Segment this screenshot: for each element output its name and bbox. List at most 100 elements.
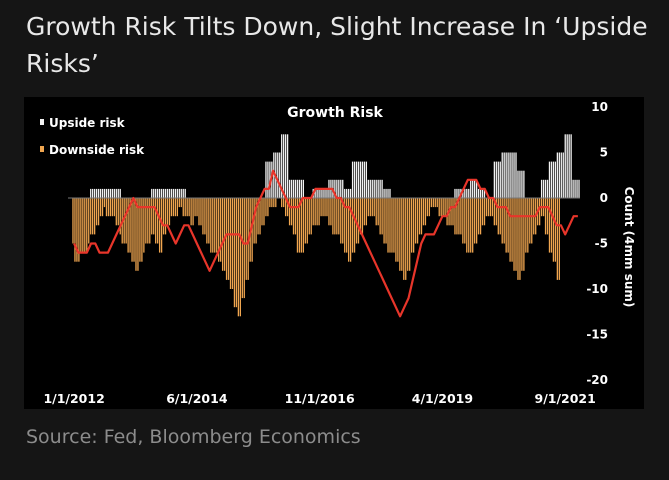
- downside-bar: [424, 198, 427, 226]
- downside-bar: [416, 198, 419, 244]
- upside-bar: [558, 152, 560, 198]
- downside-bar: [172, 198, 175, 217]
- upside-bar: [92, 188, 94, 198]
- source-note: Source: Fed, Bloomberg Economics: [26, 426, 361, 448]
- upside-bar: [155, 188, 157, 198]
- downside-bar: [381, 198, 383, 235]
- downside-bar: [147, 198, 149, 244]
- downside-bar: [127, 198, 129, 253]
- downside-bar: [440, 198, 442, 217]
- downside-bar: [462, 198, 464, 244]
- upside-bar: [375, 179, 377, 198]
- upside-bar: [349, 188, 352, 198]
- downside-bar: [221, 198, 224, 271]
- upside-bar: [158, 188, 161, 198]
- upside-bar: [509, 152, 511, 198]
- y-tick-label: 0: [600, 191, 608, 205]
- downside-bar: [269, 198, 271, 208]
- downside-bar: [342, 198, 344, 244]
- downside-bar: [216, 198, 218, 253]
- upside-bar: [499, 161, 501, 198]
- upside-bar: [95, 188, 98, 198]
- upside-bar: [109, 188, 112, 198]
- downside-bar: [351, 198, 354, 253]
- upside-bar: [318, 188, 320, 198]
- downside-bar: [489, 198, 492, 217]
- downside-bar: [74, 198, 76, 262]
- downside-bar: [519, 198, 521, 280]
- upside-bar: [379, 179, 381, 198]
- downside-bar: [444, 198, 446, 217]
- downside-bar: [552, 198, 555, 262]
- upside-bar: [554, 161, 557, 198]
- upside-bar: [371, 179, 373, 198]
- downside-bar: [411, 198, 413, 253]
- downside-bar: [546, 198, 549, 235]
- downside-bar: [442, 198, 444, 217]
- upside-bar: [273, 152, 275, 198]
- upside-bars: [90, 134, 580, 198]
- upside-bar: [568, 134, 570, 198]
- downside-bar: [495, 198, 497, 226]
- downside-bar: [363, 198, 366, 226]
- upside-bar: [497, 161, 499, 198]
- upside-bar: [174, 188, 177, 198]
- downside-bar: [452, 198, 454, 226]
- upside-bar: [548, 161, 551, 198]
- downside-bar: [261, 198, 263, 226]
- y-tick-label: -10: [586, 282, 608, 296]
- downside-bar: [192, 198, 194, 226]
- downside-bar: [123, 198, 125, 244]
- y-tick-label: -5: [595, 237, 608, 251]
- downside-bar: [322, 198, 324, 217]
- upside-bar: [320, 188, 322, 198]
- downside-bar: [403, 198, 405, 280]
- upside-bar: [283, 134, 285, 198]
- downside-bar: [487, 198, 490, 217]
- downside-bar: [225, 198, 228, 280]
- upside-bar: [521, 170, 523, 198]
- upside-bar: [458, 188, 460, 198]
- downside-bar: [97, 198, 100, 226]
- upside-bar: [576, 179, 578, 198]
- downside-bar: [450, 198, 452, 226]
- downside-bar: [430, 198, 432, 208]
- downside-bar: [340, 198, 342, 244]
- downside-bar: [505, 198, 507, 253]
- downside-bar: [239, 198, 241, 317]
- y-tick-label: -15: [586, 328, 608, 342]
- upside-bar: [556, 152, 559, 198]
- downside-bar: [332, 198, 334, 235]
- upside-bar: [90, 188, 92, 198]
- upside-bar: [475, 179, 478, 198]
- downside-bar: [477, 198, 480, 235]
- downside-bar: [326, 198, 328, 217]
- downside-bar: [538, 198, 541, 226]
- downside-bar: [227, 198, 230, 280]
- upside-bar: [578, 179, 580, 198]
- downside-bar: [241, 198, 243, 299]
- upside-bar: [107, 188, 110, 198]
- downside-bar: [330, 198, 332, 226]
- downside-bar: [233, 198, 236, 308]
- upside-bar: [468, 188, 470, 198]
- downside-bar: [92, 198, 94, 235]
- downside-bar: [418, 198, 421, 235]
- upside-bar: [342, 179, 344, 198]
- upside-bar: [184, 188, 186, 198]
- downside-bar: [460, 198, 462, 235]
- upside-bar: [322, 188, 324, 198]
- downside-bar: [84, 198, 86, 253]
- downside-bar: [103, 198, 106, 208]
- downside-bar: [483, 198, 486, 226]
- upside-bar: [115, 188, 117, 198]
- upside-bar: [314, 188, 316, 198]
- downside-bar: [436, 198, 438, 208]
- y-tick-label: -20: [586, 373, 608, 387]
- upside-bar: [324, 188, 326, 198]
- downside-bar: [178, 198, 180, 208]
- downside-bar: [200, 198, 202, 226]
- downside-bar: [168, 198, 171, 226]
- upside-bar: [101, 188, 104, 198]
- downside-bar: [188, 198, 190, 217]
